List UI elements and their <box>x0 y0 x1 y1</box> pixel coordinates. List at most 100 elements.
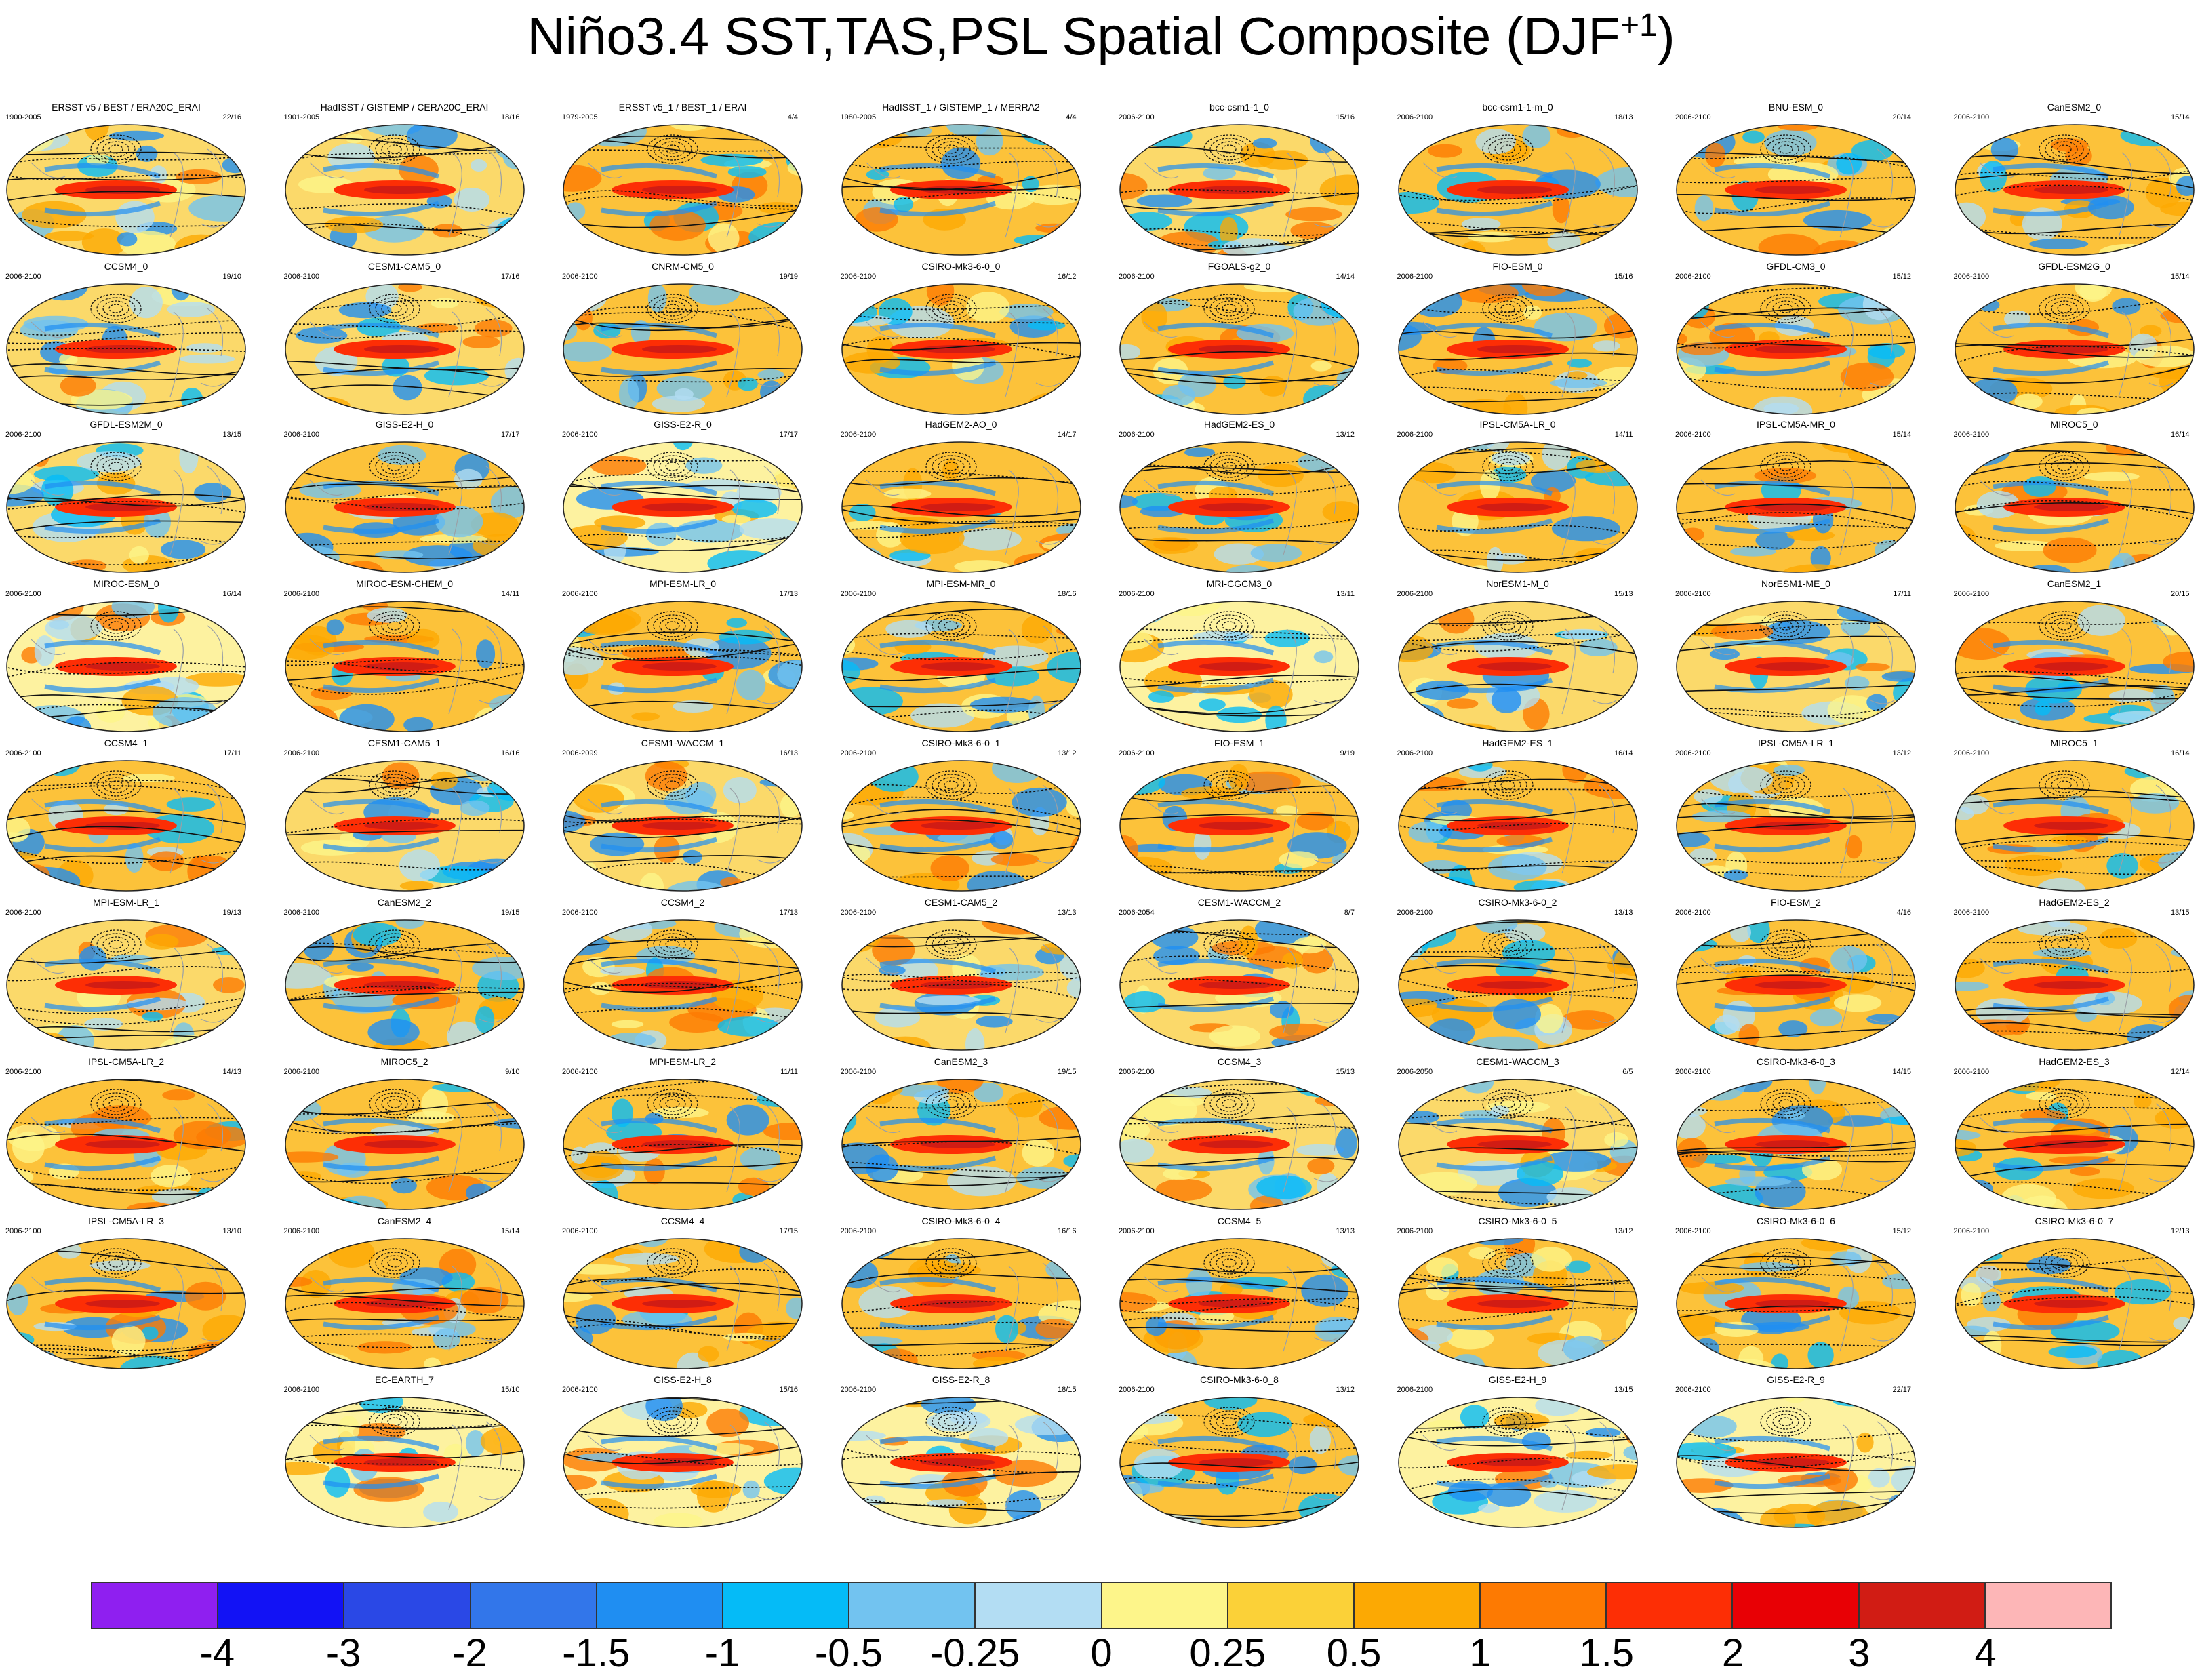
panel-event-count: 17/11 <box>1893 590 1911 598</box>
colorbar-tick-label: -1 <box>704 1631 740 1675</box>
panel-title: CCSM4_3 <box>1217 1056 1262 1067</box>
panel-title: BNU-ESM_0 <box>1768 102 1824 113</box>
composite-map <box>1119 441 1359 573</box>
composite-map <box>1119 283 1359 415</box>
colorbar-swatch <box>1859 1583 1986 1628</box>
panel-title: CCSM4_5 <box>1217 1216 1262 1226</box>
map-panel: MIROC-ESM_0 2006-2100 16/14 <box>4 578 248 738</box>
map-panel: CESM1-CAM5_0 2006-2100 17/16 <box>283 261 527 420</box>
map-panel: GISS-E2-H_0 2006-2100 17/17 <box>283 419 527 578</box>
colorbar-swatch <box>344 1583 471 1628</box>
panel-event-count: 11/11 <box>780 1068 798 1076</box>
map-panel: CanESM2_3 2006-2100 19/15 <box>839 1056 1083 1216</box>
panel-title: NorESM1-M_0 <box>1486 578 1549 589</box>
title-close-paren: ) <box>1657 6 1675 66</box>
panel-event-count: 14/17 <box>1057 431 1077 439</box>
map-panel: MRI-CGCM3_0 2006-2100 13/11 <box>1117 578 1361 738</box>
map-panel: CNRM-CM5_0 2006-2100 19/19 <box>561 261 805 420</box>
panel-title: CanESM2_1 <box>2047 578 2102 589</box>
map-panel: CanESM2_2 2006-2100 19/15 <box>283 897 527 1056</box>
panel-event-count: 19/19 <box>779 273 798 281</box>
figure-title: Niño3.4 SST,TAS,PSL Spatial Composite (D… <box>0 5 2202 67</box>
map-panel: FIO-ESM_0 2006-2100 15/16 <box>1396 261 1640 420</box>
panel-years: 2006-2100 <box>1119 431 1155 439</box>
composite-map <box>6 760 246 892</box>
panel-years: 2006-2050 <box>1397 1068 1433 1076</box>
panel-title: MPI-ESM-LR_2 <box>649 1056 717 1067</box>
panel-title: bcc-csm1-1_0 <box>1209 102 1269 113</box>
composite-map <box>841 1397 1081 1528</box>
panel-event-count: 15/13 <box>1614 590 1633 598</box>
panel-years: 2006-2100 <box>1397 113 1433 121</box>
panel-title: CSIRO-Mk3-6-0_3 <box>1757 1056 1835 1067</box>
panel-years: 2006-2100 <box>562 908 598 917</box>
panel-title: bcc-csm1-1-m_0 <box>1482 102 1553 113</box>
panel-years: 2006-2100 <box>5 431 41 439</box>
colorbar-labels: -4 -3 -2 -1.5 -1 -0.5 -0.25 0 0.25 0.5 1 1.5 2 3 4 <box>0 1631 2202 1678</box>
panel-event-count: 12/14 <box>2170 1068 2190 1076</box>
panel-years: 2006-2100 <box>1953 590 1990 598</box>
panel-title: CSIRO-Mk3-6-0_8 <box>1200 1374 1279 1385</box>
panel-event-count: 15/14 <box>500 1227 520 1235</box>
composite-map <box>1954 441 2195 573</box>
map-panel: FIO-ESM_1 2006-2100 9/19 <box>1117 738 1361 897</box>
panel-event-count: 17/11 <box>223 749 241 757</box>
colorbar-swatch <box>1102 1583 1228 1628</box>
map-panel: GFDL-ESM2G_0 2006-2100 15/14 <box>1953 261 2197 420</box>
panel-title: MIROC5_2 <box>380 1056 428 1067</box>
panel-event-count: 15/12 <box>1892 1227 1911 1235</box>
colorbar-tick-label: 2 <box>1721 1631 1744 1675</box>
map-panel: CCSM4_5 2006-2100 13/13 <box>1117 1216 1361 1375</box>
panel-years: 2006-2100 <box>283 590 320 598</box>
panel-years: 2006-2100 <box>840 431 877 439</box>
panel-years: 2006-2100 <box>840 1068 877 1076</box>
map-panel: HadGEM2-ES_3 2006-2100 12/14 <box>1953 1056 2197 1216</box>
panel-title: IPSL-CM5A-MR_0 <box>1757 419 1835 430</box>
panel-event-count: 13/13 <box>1336 1227 1355 1235</box>
panel-title: CCSM4_4 <box>660 1216 705 1226</box>
composite-map <box>841 919 1081 1051</box>
panel-title: HadISST / GISTEMP / CERA20C_ERAI <box>320 102 489 113</box>
map-panel: HadISST / GISTEMP / CERA20C_ERAI 1901-200… <box>283 102 527 261</box>
colorbar-swatch <box>1985 1583 2110 1628</box>
colorbar-swatch <box>723 1583 850 1628</box>
panel-title: CanESM2_2 <box>377 897 432 908</box>
colorbar-swatch <box>976 1583 1102 1628</box>
map-panel: CSIRO-Mk3-6-0_5 2006-2100 13/12 <box>1396 1216 1640 1375</box>
panel-years: 2006-2100 <box>1119 590 1155 598</box>
panel-event-count: 13/12 <box>1892 749 1911 757</box>
panel-event-count: 16/16 <box>500 749 520 757</box>
panel-years: 2006-2100 <box>1397 749 1433 757</box>
panel-event-count: 15/10 <box>500 1386 520 1394</box>
panel-title: GISS-E2-H_0 <box>375 419 434 430</box>
colorbar-swatch <box>1733 1583 1860 1628</box>
composite-map <box>6 283 246 415</box>
panel-years: 2006-2100 <box>562 1227 598 1235</box>
composite-map <box>6 919 246 1051</box>
panel-title: CESM1-CAM5_2 <box>924 897 998 908</box>
panel-event-count: 18/15 <box>1057 1386 1077 1394</box>
panel-years: 2006-2054 <box>1119 908 1155 917</box>
colorbar-tick-label: -3 <box>325 1631 361 1675</box>
composite-map <box>1954 601 2195 732</box>
panel-title: IPSL-CM5A-LR_3 <box>87 1216 165 1226</box>
map-panel: ERSST v5_1 / BEST_1 / ERAI 1979-2005 4/4 <box>561 102 805 261</box>
map-panel: CCSM4_0 2006-2100 19/10 <box>4 261 248 420</box>
map-panel: IPSL-CM5A-MR_0 2006-2100 15/14 <box>1674 419 1918 578</box>
panel-event-count: 22/16 <box>222 113 241 121</box>
panel-title: CSIRO-Mk3-6-0_7 <box>2035 1216 2114 1226</box>
map-panel: MIROC5_1 2006-2100 16/14 <box>1953 738 2197 897</box>
title-text: Niño3.4 SST,TAS,PSL Spatial Composite (D… <box>527 6 1620 66</box>
panel-years: 2006-2100 <box>1953 908 1990 917</box>
panel-title: CSIRO-Mk3-6-0_6 <box>1757 1216 1835 1226</box>
colorbar-tick-label: -1.5 <box>562 1631 630 1675</box>
panel-title: CESM1-CAM5_0 <box>367 261 441 272</box>
panel-event-count: 17/17 <box>779 431 798 439</box>
composite-map <box>1397 1397 1638 1528</box>
panel-years: 2006-2100 <box>562 1068 598 1076</box>
panel-title: CanESM2_3 <box>934 1056 988 1067</box>
map-panel: bcc-csm1-1-m_0 2006-2100 18/13 <box>1396 102 1640 261</box>
panel-event-count: 9/10 <box>505 1068 520 1076</box>
panel-title: EC-EARTH_7 <box>375 1374 434 1385</box>
map-panel: HadGEM2-ES_0 2006-2100 13/12 <box>1117 419 1361 578</box>
